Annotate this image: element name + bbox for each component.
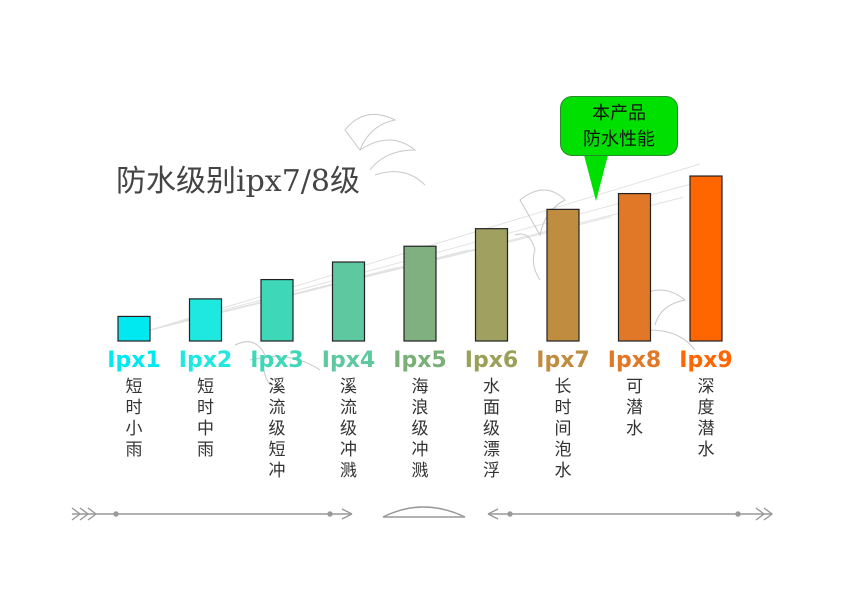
- description-label-ipx5: 海浪级冲溅: [412, 377, 429, 481]
- bar-ipx6: [474, 228, 509, 342]
- bar-ipx5: [403, 245, 437, 342]
- callout-line-1: 本产品: [592, 103, 646, 124]
- description-label-ipx8: 可潜水: [626, 377, 643, 439]
- arrow-ornament-left: [71, 507, 353, 521]
- callout-pointer: [584, 155, 608, 201]
- category-labels: Ipx1 Ipx2 Ipx3 Ipx4 Ipx5 Ipx6 Ipx7 Ipx8 Ipx9: [107, 348, 732, 373]
- bar-ipx9: [689, 175, 723, 342]
- bar-ipx4: [331, 261, 366, 342]
- category-label-ipx5: Ipx5: [393, 348, 446, 373]
- description-label-ipx6: 水面级漂浮: [483, 377, 500, 481]
- bars: [117, 175, 723, 342]
- description-label-ipx4: 溪流级冲溅: [340, 377, 357, 481]
- bar-ipx7: [546, 208, 580, 342]
- description-label-ipx1: 短时小雨: [126, 377, 143, 460]
- feather-ornament-3: [234, 341, 321, 386]
- category-label-ipx7: Ipx7: [536, 348, 589, 373]
- callout-line-2: 防水性能: [583, 129, 655, 150]
- category-label-ipx3: Ipx3: [250, 348, 303, 373]
- bar-ipx1: [117, 315, 151, 342]
- description-label-ipx9: 深度潜水: [698, 377, 715, 460]
- category-label-ipx8: Ipx8: [608, 348, 661, 373]
- description-label-ipx7: 长时间泡水: [555, 377, 572, 481]
- category-label-ipx6: Ipx6: [465, 348, 518, 373]
- arrow-ornament-center: [382, 506, 466, 518]
- arrow-ornament-right: [487, 507, 774, 521]
- feather-ornament-1: [344, 113, 426, 186]
- product-callout: 本产品 防水性能: [560, 96, 678, 156]
- description-label-ipx2: 短时中雨: [197, 377, 214, 460]
- bar-ipx8: [617, 192, 652, 342]
- chart-title: 防水级别ipx7/8级: [116, 164, 360, 199]
- decorative-ornaments: [71, 113, 774, 521]
- description-labels: 短时小雨 短时中雨 溪流级短冲 溪流级冲溅 海浪级冲溅 水面级漂浮 长时间泡水 可潜水 深度潜水: [126, 377, 715, 481]
- category-label-ipx4: Ipx4: [322, 348, 375, 373]
- category-label-ipx1: Ipx1: [107, 348, 160, 373]
- description-label-ipx3: 溪流级短冲: [269, 377, 286, 481]
- category-label-ipx2: Ipx2: [179, 348, 232, 373]
- bar-ipx2: [188, 298, 223, 342]
- bar-ipx3: [260, 278, 294, 342]
- category-label-ipx9: Ipx9: [679, 348, 732, 373]
- feather-ornament-2: [514, 189, 566, 281]
